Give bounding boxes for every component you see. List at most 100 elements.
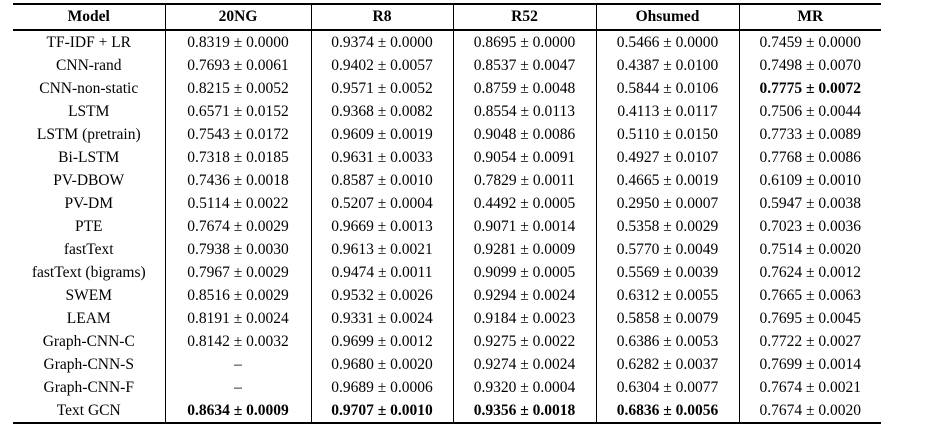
score-cell: 0.5207 ± 0.0004: [310, 192, 453, 215]
score-cell: 0.8319 ± 0.0000: [164, 30, 311, 54]
score-cell: 0.9402 ± 0.0057: [310, 54, 453, 77]
model-name-cell: fastText (bigrams): [31, 264, 146, 281]
model-name-cell: Graph-CNN-C: [42, 333, 135, 350]
table-row: LSTM (pretrain) 0.7543 ± 0.0172 0.9609 ± 0…: [13, 123, 881, 146]
table-body: TF-IDF + LR 0.8319 ± 0.0000 0.9374 ± 0.000…: [13, 30, 881, 423]
score-cell: 0.9294 ± 0.0024: [452, 284, 596, 307]
score-cell: 0.9571 ± 0.0052: [310, 77, 453, 100]
score-cell: –: [164, 376, 311, 399]
model-name-cell: PV-DM: [64, 195, 114, 212]
score-cell: 0.8587 ± 0.0010: [310, 169, 453, 192]
score-cell: 0.9474 ± 0.0011: [310, 261, 453, 284]
column-header: Model: [13, 4, 165, 31]
table-row: CNN-rand 0.7693 ± 0.0061 0.9402 ± 0.0057 0.…: [13, 54, 881, 77]
score-cell: 0.8215 ± 0.0052: [164, 77, 311, 100]
model-name-cell: Bi-LSTM: [58, 149, 120, 166]
score-cell: 0.4927 ± 0.0107: [595, 146, 739, 169]
score-cell: 0.5947 ± 0.0038: [738, 192, 881, 215]
results-table: Model 20NG R8 R52 Ohsumed MR TF-IDF + LR 0.831…: [13, 3, 881, 424]
score-cell: 0.9368 ± 0.0082: [310, 100, 453, 123]
score-cell: 0.7775 ± 0.0072: [738, 77, 881, 100]
score-cell: 0.7674 ± 0.0021: [738, 376, 881, 399]
score-cell: 0.9281 ± 0.0009: [452, 238, 596, 261]
score-cell: –: [164, 353, 311, 376]
score-cell: 0.8554 ± 0.0113: [452, 100, 596, 123]
score-cell: 0.7459 ± 0.0000: [738, 30, 881, 54]
model-name-cell: LEAM: [66, 310, 111, 327]
score-cell: 0.5114 ± 0.0022: [164, 192, 311, 215]
score-cell: 0.9048 ± 0.0086: [452, 123, 596, 146]
score-cell: 0.7967 ± 0.0029: [164, 261, 311, 284]
score-cell: 0.7665 ± 0.0063: [738, 284, 881, 307]
score-cell: 0.7768 ± 0.0086: [738, 146, 881, 169]
score-cell: 0.9609 ± 0.0019: [310, 123, 453, 146]
table-row: CNN-non-static 0.8215 ± 0.0052 0.9571 ± 0.…: [13, 77, 881, 100]
model-name-cell: PTE: [74, 218, 103, 235]
table-row: TF-IDF + LR 0.8319 ± 0.0000 0.9374 ± 0.000…: [13, 30, 881, 54]
table-row: SWEM 0.8516 ± 0.0029 0.9532 ± 0.0026 0.9294…: [13, 284, 881, 307]
column-header: R8: [310, 4, 453, 31]
score-cell: 0.7722 ± 0.0027: [738, 330, 881, 353]
column-header: MR: [738, 4, 881, 31]
score-cell: 0.6571 ± 0.0152: [164, 100, 311, 123]
model-name-cell: CNN-rand: [56, 57, 122, 74]
score-cell: 0.7498 ± 0.0070: [738, 54, 881, 77]
score-cell: 0.8191 ± 0.0024: [164, 307, 311, 330]
score-cell: 0.7674 ± 0.0020: [738, 399, 881, 423]
score-cell: 0.4113 ± 0.0117: [595, 100, 739, 123]
score-cell: 0.9099 ± 0.0005: [452, 261, 596, 284]
score-cell: 0.9613 ± 0.0021: [310, 238, 453, 261]
score-cell: 0.8759 ± 0.0048: [452, 77, 596, 100]
score-cell: 0.4492 ± 0.0005: [452, 192, 596, 215]
table-row: Text GCN 0.8634 ± 0.0009 0.9707 ± 0.0010 0.…: [13, 399, 881, 423]
score-cell: 0.9699 ± 0.0012: [310, 330, 453, 353]
table-row: PTE 0.7674 ± 0.0029 0.9669 ± 0.0013 0.9071 …: [13, 215, 881, 238]
model-name-cell: Text GCN: [56, 402, 121, 419]
score-cell: 0.7436 ± 0.0018: [164, 169, 311, 192]
score-cell: 0.9331 ± 0.0024: [310, 307, 453, 330]
model-name-cell: CNN-non-static: [39, 80, 139, 97]
model-name-cell: LSTM (pretrain): [36, 126, 141, 143]
score-cell: 0.7699 ± 0.0014: [738, 353, 881, 376]
header-row: Model 20NG R8 R52 Ohsumed MR: [13, 4, 881, 31]
score-cell: 0.7674 ± 0.0029: [164, 215, 311, 238]
score-cell: 0.9669 ± 0.0013: [310, 215, 453, 238]
score-cell: 0.7829 ± 0.0011: [452, 169, 596, 192]
score-cell: 0.9184 ± 0.0023: [452, 307, 596, 330]
score-cell: 0.2950 ± 0.0007: [595, 192, 739, 215]
table-row: fastText 0.7938 ± 0.0030 0.9613 ± 0.0021 0.…: [13, 238, 881, 261]
score-cell: 0.5358 ± 0.0029: [595, 215, 739, 238]
score-cell: 0.9320 ± 0.0004: [452, 376, 596, 399]
table-row: PV-DBOW 0.7436 ± 0.0018 0.8587 ± 0.0010 0.7…: [13, 169, 881, 192]
score-cell: 0.6109 ± 0.0010: [738, 169, 881, 192]
score-cell: 0.8695 ± 0.0000: [452, 30, 596, 54]
score-cell: 0.7938 ± 0.0030: [164, 238, 311, 261]
score-cell: 0.5569 ± 0.0039: [595, 261, 739, 284]
score-cell: 0.9680 ± 0.0020: [310, 353, 453, 376]
table-row: LSTM 0.6571 ± 0.0152 0.9368 ± 0.0082 0.8554…: [13, 100, 881, 123]
score-cell: 0.7733 ± 0.0089: [738, 123, 881, 146]
model-name-cell: Graph-CNN-S: [43, 356, 134, 373]
score-cell: 0.9356 ± 0.0018: [452, 399, 596, 423]
table-row: Graph-CNN-F –0.9689 ± 0.0006 0.9320 ± 0.00…: [13, 376, 881, 399]
score-cell: 0.9274 ± 0.0024: [452, 353, 596, 376]
score-cell: 0.6282 ± 0.0037: [595, 353, 739, 376]
table-row: Graph-CNN-S –0.9680 ± 0.0020 0.9274 ± 0.00…: [13, 353, 881, 376]
score-cell: 0.5466 ± 0.0000: [595, 30, 739, 54]
score-cell: 0.9631 ± 0.0033: [310, 146, 453, 169]
score-cell: 0.9054 ± 0.0091: [452, 146, 596, 169]
score-cell: 0.9275 ± 0.0022: [452, 330, 596, 353]
table-row: PV-DM 0.5114 ± 0.0022 0.5207 ± 0.0004 0.449…: [13, 192, 881, 215]
score-cell: 0.9374 ± 0.0000: [310, 30, 453, 54]
model-name-cell: fastText: [63, 241, 114, 258]
score-cell: 0.7695 ± 0.0045: [738, 307, 881, 330]
score-cell: 0.8537 ± 0.0047: [452, 54, 596, 77]
score-cell: 0.9532 ± 0.0026: [310, 284, 453, 307]
score-cell: 0.4387 ± 0.0100: [595, 54, 739, 77]
score-cell: 0.7318 ± 0.0185: [164, 146, 311, 169]
score-cell: 0.6836 ± 0.0056: [595, 399, 739, 423]
score-cell: 0.7543 ± 0.0172: [164, 123, 311, 146]
score-cell: 0.7693 ± 0.0061: [164, 54, 311, 77]
score-cell: 0.7506 ± 0.0044: [738, 100, 881, 123]
